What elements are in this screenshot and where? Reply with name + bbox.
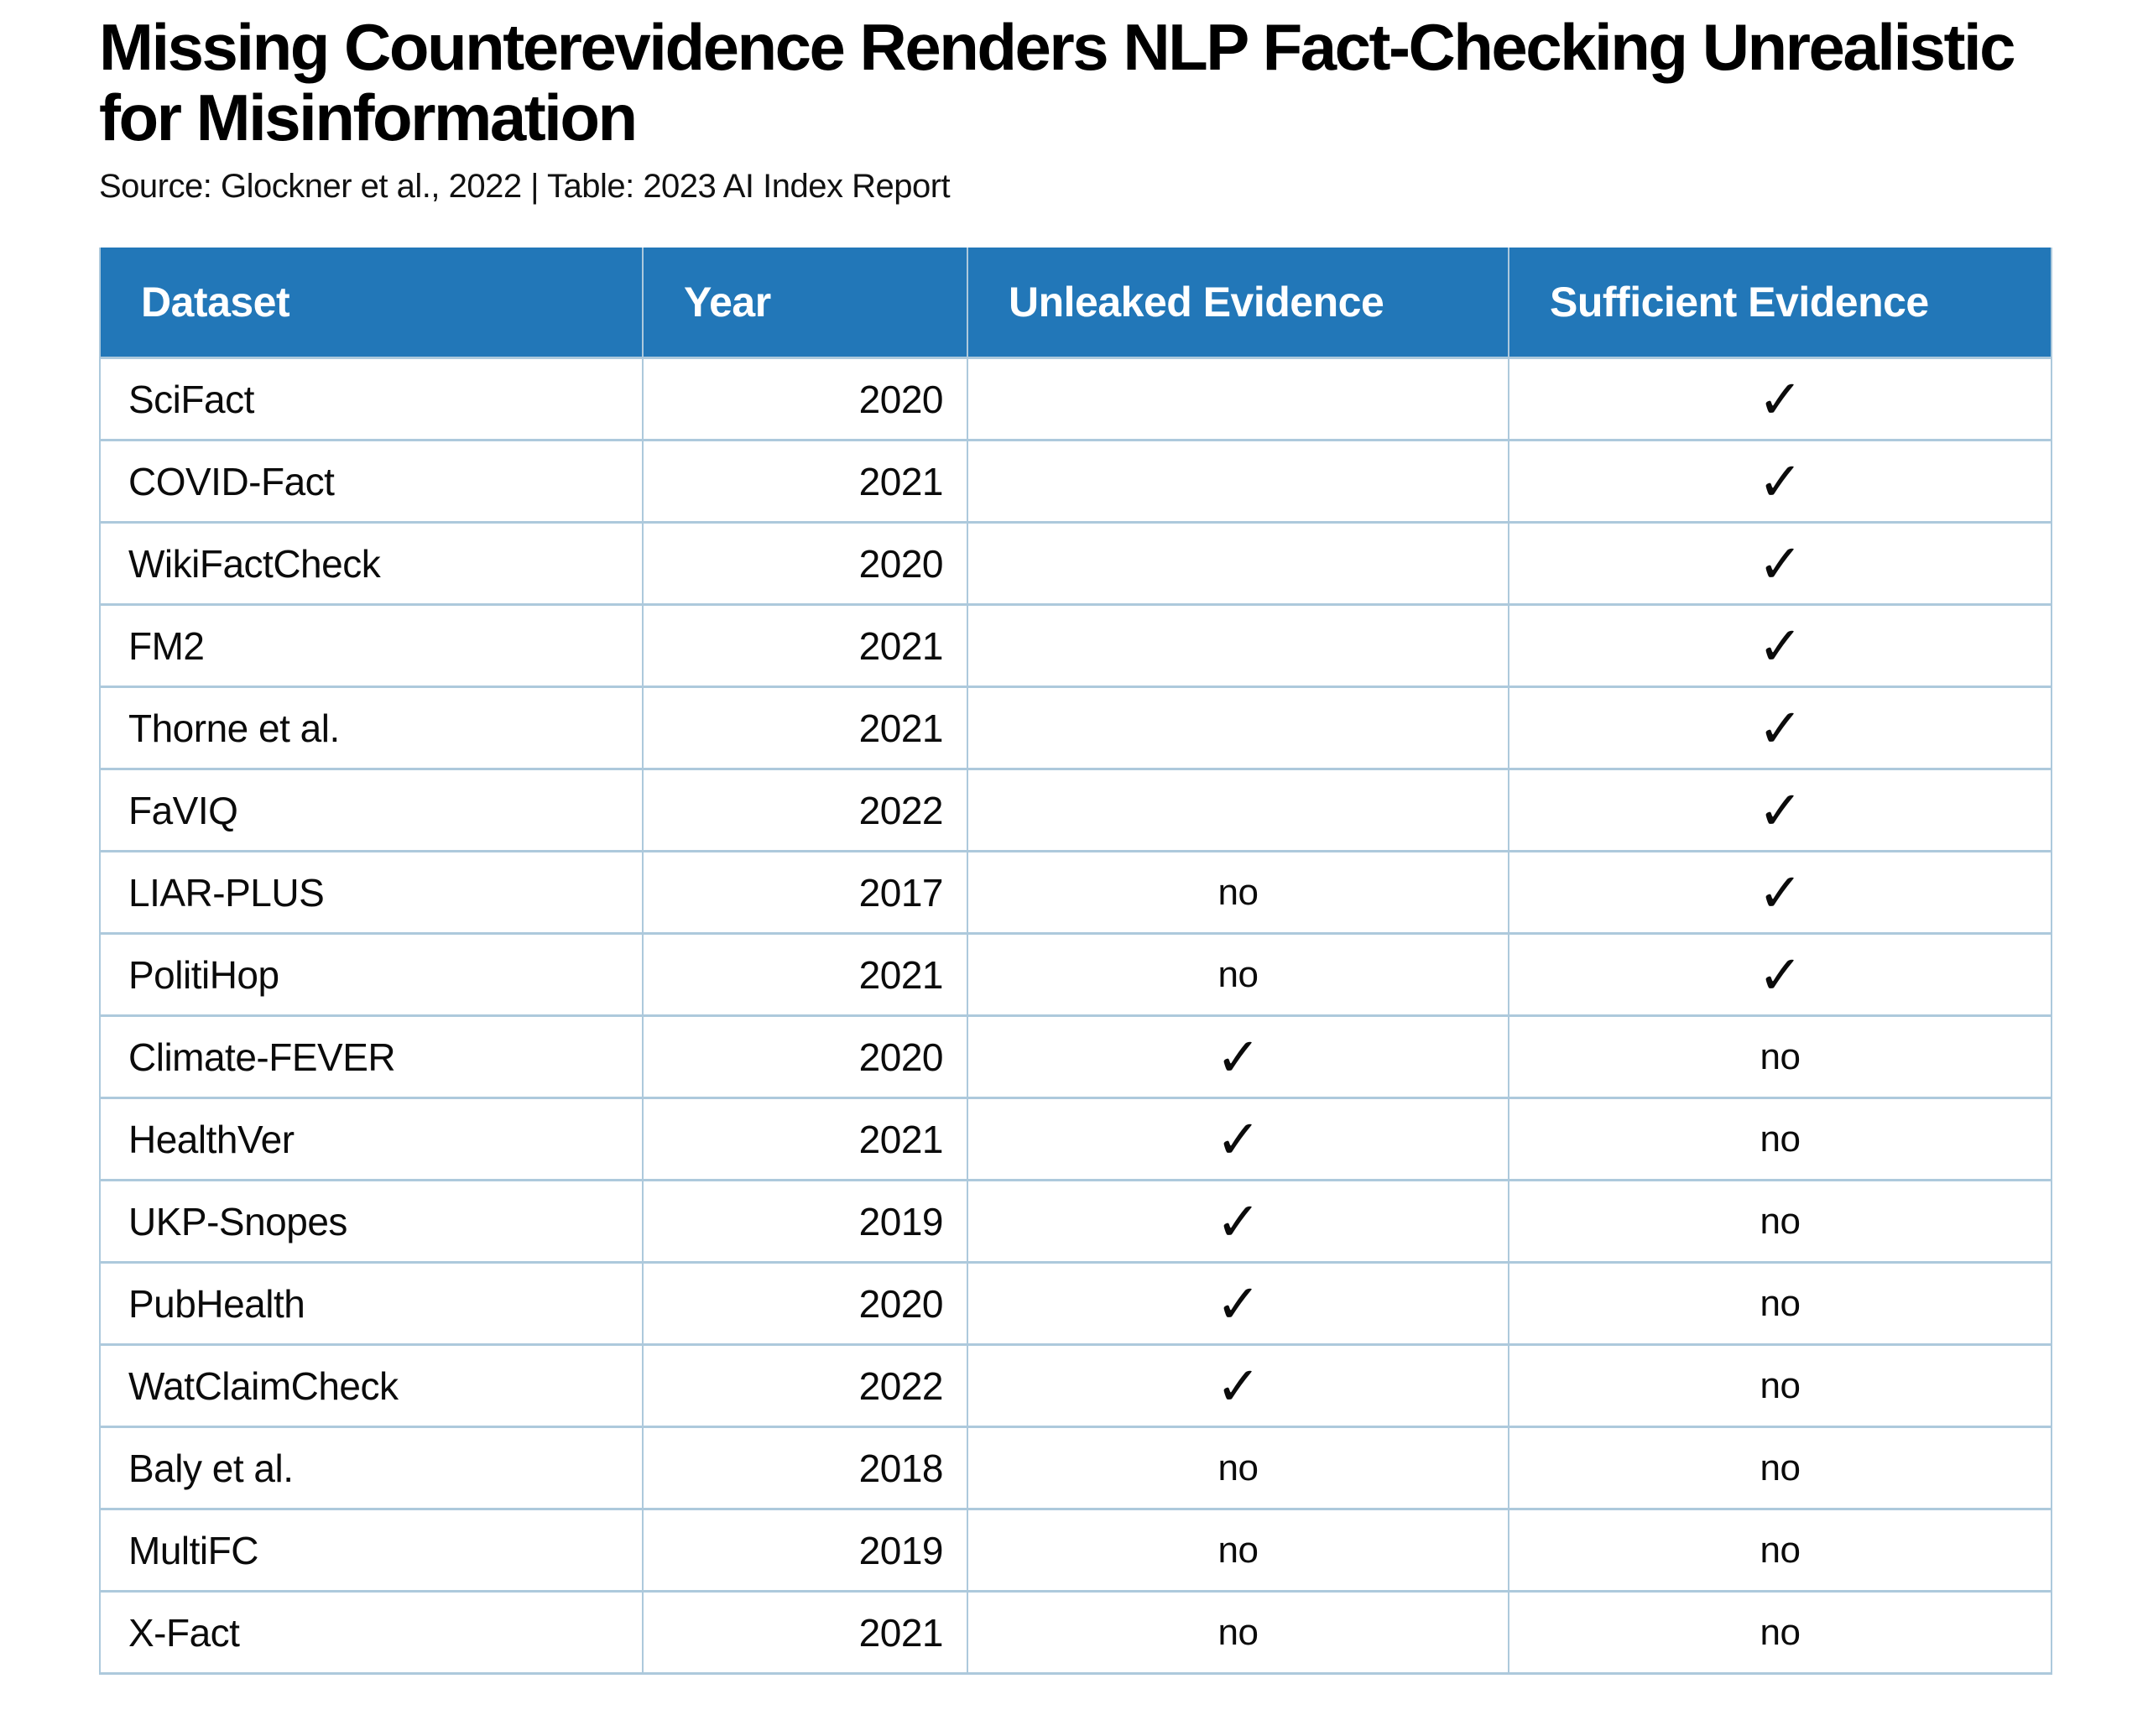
table-row: LIAR-PLUS 2017 no ✓ xyxy=(101,852,2052,935)
cell-dataset: PolitiHop xyxy=(101,935,644,1014)
cell-unleaked-evidence xyxy=(968,770,1509,850)
cell-unleaked-evidence: no xyxy=(968,852,1509,932)
cell-unleaked-evidence xyxy=(968,688,1509,768)
cell-year: 2020 xyxy=(644,359,968,439)
cell-dataset: Climate-FEVER xyxy=(101,1017,644,1097)
table-row: UKP-Snopes 2019 ✓ no xyxy=(101,1181,2052,1264)
table-row: Climate-FEVER 2020 ✓ no xyxy=(101,1017,2052,1099)
check-icon: ✓ xyxy=(1509,688,2052,768)
cell-dataset: COVID-Fact xyxy=(101,441,644,521)
cell-unleaked-evidence xyxy=(968,606,1509,686)
cell-dataset: FM2 xyxy=(101,606,644,686)
cell-dataset: WatClaimCheck xyxy=(101,1346,644,1426)
column-header-year: Year xyxy=(644,248,968,357)
cell-sufficient-evidence: no xyxy=(1509,1099,2052,1179)
cell-sufficient-evidence: no xyxy=(1509,1510,2052,1590)
cell-year: 2018 xyxy=(644,1428,968,1508)
cell-unleaked-evidence xyxy=(968,359,1509,439)
table-row: WikiFactCheck 2020 ✓ xyxy=(101,524,2052,606)
cell-year: 2019 xyxy=(644,1181,968,1261)
cell-unleaked-evidence xyxy=(968,524,1509,603)
check-icon: ✓ xyxy=(968,1099,1509,1179)
cell-sufficient-evidence: no xyxy=(1509,1428,2052,1508)
table-header-row: Dataset Year Unleaked Evidence Sufficient E… xyxy=(101,248,2052,359)
table-row: HealthVer 2021 ✓ no xyxy=(101,1099,2052,1181)
check-icon: ✓ xyxy=(968,1346,1509,1426)
check-icon: ✓ xyxy=(1509,935,2052,1014)
cell-dataset: LIAR-PLUS xyxy=(101,852,644,932)
cell-dataset: WikiFactCheck xyxy=(101,524,644,603)
check-icon: ✓ xyxy=(1509,606,2052,686)
datasets-table: Dataset Year Unleaked Evidence Sufficient E… xyxy=(99,248,2052,1675)
table-row: WatClaimCheck 2022 ✓ no xyxy=(101,1346,2052,1428)
cell-year: 2021 xyxy=(644,441,968,521)
column-header-unleaked-evidence: Unleaked Evidence xyxy=(968,248,1509,357)
cell-dataset: FaVIQ xyxy=(101,770,644,850)
cell-year: 2019 xyxy=(644,1510,968,1590)
check-icon: ✓ xyxy=(968,1181,1509,1261)
cell-dataset: Baly et al. xyxy=(101,1428,644,1508)
cell-unleaked-evidence: no xyxy=(968,1593,1509,1672)
cell-sufficient-evidence: no xyxy=(1509,1017,2052,1097)
check-icon: ✓ xyxy=(968,1264,1509,1343)
table-row: FaVIQ 2022 ✓ xyxy=(101,770,2052,852)
cell-year: 2021 xyxy=(644,688,968,768)
cell-unleaked-evidence: no xyxy=(968,935,1509,1014)
cell-year: 2021 xyxy=(644,606,968,686)
table-row: X-Fact 2021 no no xyxy=(101,1593,2052,1675)
cell-year: 2017 xyxy=(644,852,968,932)
figure: Missing Counterevidence Renders NLP Fact… xyxy=(99,12,2148,1675)
table-row: COVID-Fact 2021 ✓ xyxy=(101,441,2052,524)
table-row: PubHealth 2020 ✓ no xyxy=(101,1264,2052,1346)
cell-sufficient-evidence: no xyxy=(1509,1593,2052,1672)
check-icon: ✓ xyxy=(1509,359,2052,439)
column-header-sufficient-evidence: Sufficient Evidence xyxy=(1509,248,2052,357)
cell-year: 2020 xyxy=(644,1264,968,1343)
cell-sufficient-evidence: no xyxy=(1509,1181,2052,1261)
table-row: PolitiHop 2021 no ✓ xyxy=(101,935,2052,1017)
table-row: Thorne et al. 2021 ✓ xyxy=(101,688,2052,770)
check-icon: ✓ xyxy=(968,1017,1509,1097)
cell-year: 2021 xyxy=(644,1099,968,1179)
check-icon: ✓ xyxy=(1509,441,2052,521)
cell-unleaked-evidence: no xyxy=(968,1510,1509,1590)
table-row: MultiFC 2019 no no xyxy=(101,1510,2052,1593)
column-header-dataset: Dataset xyxy=(101,248,644,357)
cell-year: 2020 xyxy=(644,524,968,603)
cell-dataset: UKP-Snopes xyxy=(101,1181,644,1261)
check-icon: ✓ xyxy=(1509,852,2052,932)
table-row: Baly et al. 2018 no no xyxy=(101,1428,2052,1510)
table-row: FM2 2021 ✓ xyxy=(101,606,2052,688)
cell-dataset: X-Fact xyxy=(101,1593,644,1672)
page-title-line-1: Missing Counterevidence Renders NLP Fact… xyxy=(99,10,2016,84)
check-icon: ✓ xyxy=(1509,770,2052,850)
cell-unleaked-evidence xyxy=(968,441,1509,521)
cell-year: 2022 xyxy=(644,1346,968,1426)
cell-year: 2021 xyxy=(644,1593,968,1672)
cell-unleaked-evidence: no xyxy=(968,1428,1509,1508)
page-title-line-2: for Misinformation xyxy=(99,81,638,154)
cell-dataset: HealthVer xyxy=(101,1099,644,1179)
cell-dataset: PubHealth xyxy=(101,1264,644,1343)
cell-year: 2020 xyxy=(644,1017,968,1097)
cell-dataset: MultiFC xyxy=(101,1510,644,1590)
cell-year: 2022 xyxy=(644,770,968,850)
cell-dataset: SciFact xyxy=(101,359,644,439)
cell-sufficient-evidence: no xyxy=(1509,1346,2052,1426)
cell-dataset: Thorne et al. xyxy=(101,688,644,768)
table-body: SciFact 2020 ✓ COVID-Fact 2021 ✓ WikiFactCheck… xyxy=(101,359,2052,1675)
source-line: Source: Glockner et al., 2022 | Table: 2… xyxy=(99,168,951,205)
cell-year: 2021 xyxy=(644,935,968,1014)
cell-sufficient-evidence: no xyxy=(1509,1264,2052,1343)
check-icon: ✓ xyxy=(1509,524,2052,603)
table-row: SciFact 2020 ✓ xyxy=(101,359,2052,441)
page-title: Missing Counterevidence Renders NLP Fact… xyxy=(99,12,2148,153)
